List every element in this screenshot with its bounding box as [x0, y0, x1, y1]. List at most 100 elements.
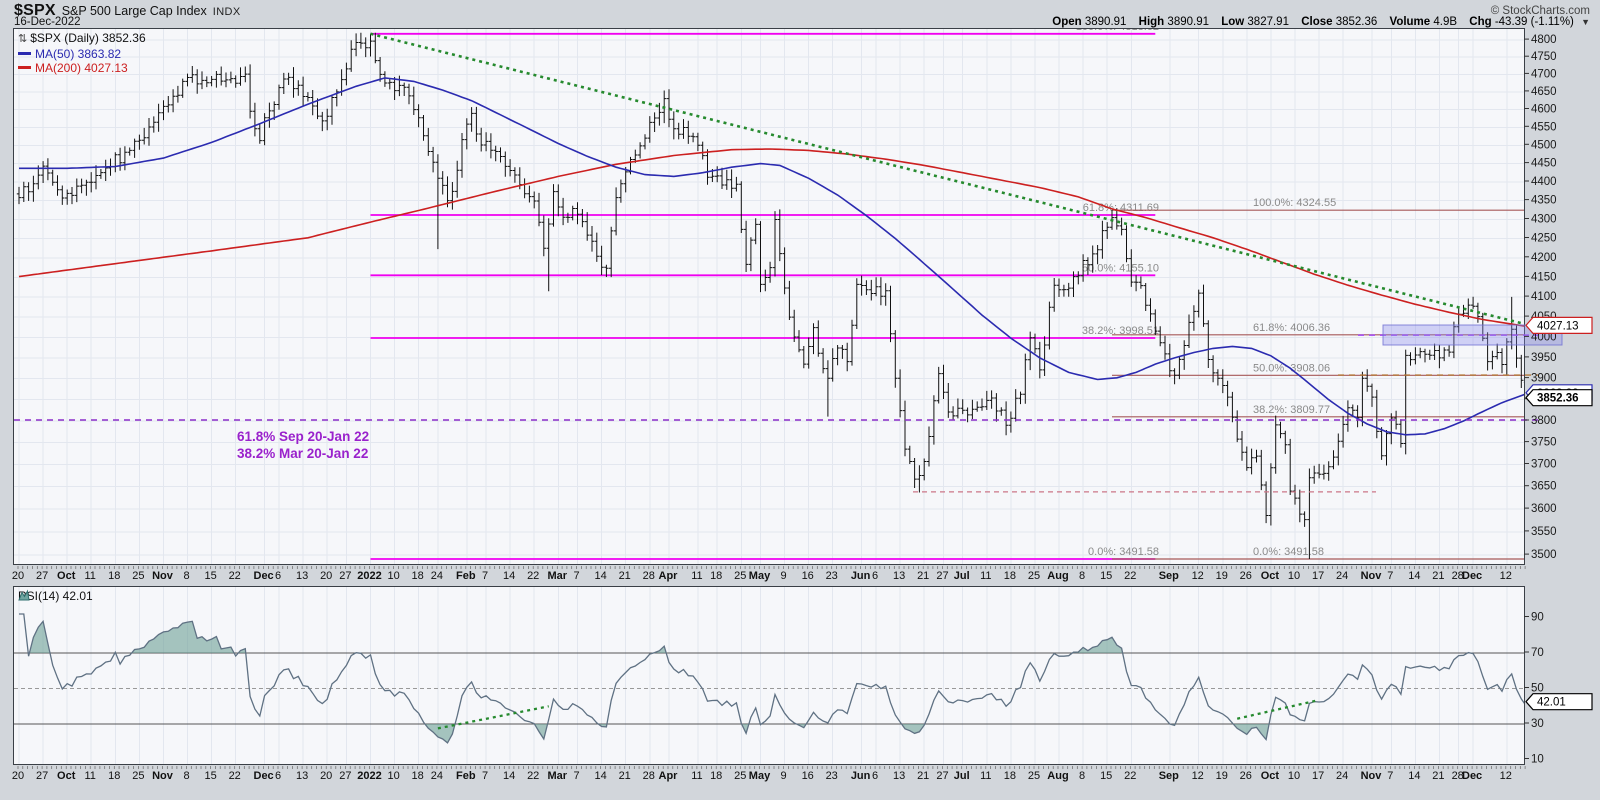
svg-text:Aug: Aug — [1047, 770, 1068, 782]
svg-text:4600: 4600 — [1531, 104, 1557, 116]
svg-text:3500: 3500 — [1531, 549, 1557, 561]
svg-text:Apr: Apr — [659, 770, 679, 782]
svg-text:23: 23 — [826, 770, 838, 782]
svg-text:24: 24 — [431, 770, 443, 782]
svg-text:23: 23 — [826, 570, 838, 582]
svg-text:3650: 3650 — [1531, 481, 1557, 493]
svg-text:14: 14 — [503, 770, 515, 782]
svg-text:19: 19 — [1216, 570, 1228, 582]
svg-text:70: 70 — [1531, 647, 1544, 659]
svg-text:4250: 4250 — [1531, 233, 1557, 245]
svg-text:Aug: Aug — [1047, 570, 1068, 582]
svg-text:Jul: Jul — [954, 770, 970, 782]
svg-text:25: 25 — [734, 770, 746, 782]
svg-text:20: 20 — [320, 570, 332, 582]
svg-text:2022: 2022 — [357, 570, 381, 582]
svg-text:Dec: Dec — [1462, 570, 1482, 582]
svg-text:Sep: Sep — [1159, 570, 1179, 582]
quote-bar: Open 3890.91 High 3890.91 Low 3827.91 Cl… — [1043, 16, 1590, 28]
legend-symbol-row: ⇅ $SPX (Daily) 3852.36 — [18, 31, 146, 47]
svg-text:26: 26 — [1240, 570, 1252, 582]
svg-text:19: 19 — [1216, 770, 1228, 782]
svg-text:4450: 4450 — [1531, 158, 1557, 170]
svg-text:21: 21 — [619, 770, 631, 782]
chg-label: Chg — [1469, 16, 1492, 28]
svg-text:42.01: 42.01 — [1537, 697, 1566, 709]
svg-text:Nov: Nov — [1361, 570, 1383, 582]
svg-text:3900: 3900 — [1531, 373, 1557, 385]
svg-text:10: 10 — [1288, 570, 1300, 582]
svg-text:61.8%: 4006.36: 61.8%: 4006.36 — [1253, 322, 1330, 334]
svg-text:22: 22 — [229, 770, 241, 782]
svg-text:24: 24 — [1336, 770, 1348, 782]
svg-text:14: 14 — [503, 570, 515, 582]
svg-text:14: 14 — [594, 770, 606, 782]
rsi-panel: RSI(14) 42.01 — [13, 586, 1525, 765]
svg-text:Apr: Apr — [659, 570, 679, 582]
svg-text:13: 13 — [296, 570, 308, 582]
svg-text:22: 22 — [527, 570, 539, 582]
svg-text:7: 7 — [1387, 570, 1393, 582]
svg-text:4300: 4300 — [1531, 214, 1557, 226]
svg-text:3850: 3850 — [1531, 394, 1557, 406]
svg-text:24: 24 — [431, 570, 443, 582]
chevron-down-icon[interactable]: ▼ — [1581, 17, 1590, 27]
svg-text:6: 6 — [275, 570, 281, 582]
chg-value: -43.39 (-1.11%) — [1494, 16, 1574, 28]
svg-text:20: 20 — [320, 770, 332, 782]
rsi-area-icon — [18, 589, 30, 601]
svg-text:27: 27 — [339, 770, 351, 782]
svg-text:25: 25 — [132, 570, 144, 582]
price-legend: ⇅ $SPX (Daily) 3852.36 MA(50) 3863.82 MA(… — [18, 31, 146, 76]
svg-text:18: 18 — [411, 570, 423, 582]
svg-text:18: 18 — [411, 770, 423, 782]
svg-text:10: 10 — [1288, 770, 1300, 782]
svg-text:Nov: Nov — [152, 570, 174, 582]
svg-text:May: May — [749, 570, 771, 582]
svg-text:27: 27 — [339, 570, 351, 582]
svg-text:18: 18 — [1004, 770, 1016, 782]
svg-text:Feb: Feb — [456, 770, 476, 782]
svg-text:4400: 4400 — [1531, 176, 1557, 188]
svg-text:50.0%: 4155.10: 50.0%: 4155.10 — [1082, 262, 1159, 274]
rsi-legend-text: RSI(14) 42.01 — [18, 589, 93, 603]
svg-text:4700: 4700 — [1531, 68, 1557, 80]
svg-text:4550: 4550 — [1531, 121, 1557, 133]
svg-text:20: 20 — [12, 570, 24, 582]
svg-text:12: 12 — [1192, 570, 1204, 582]
svg-text:Mar: Mar — [548, 570, 568, 582]
volume-value: 4.9B — [1433, 16, 1458, 28]
low-value: 3827.91 — [1247, 16, 1289, 28]
chart-date: 16-Dec-2022 — [14, 16, 81, 28]
svg-text:Nov: Nov — [152, 770, 174, 782]
svg-text:6: 6 — [275, 770, 281, 782]
svg-text:7: 7 — [573, 770, 579, 782]
svg-text:May: May — [749, 770, 771, 782]
svg-text:Dec: Dec — [254, 570, 274, 582]
volume-label: Volume — [1389, 16, 1431, 28]
svg-text:7: 7 — [482, 570, 488, 582]
svg-text:21: 21 — [1432, 570, 1444, 582]
svg-text:11: 11 — [980, 770, 991, 782]
svg-text:Jun: Jun — [851, 770, 871, 782]
svg-text:Sep: Sep — [1159, 770, 1179, 782]
svg-text:Nov: Nov — [1361, 770, 1383, 782]
svg-text:9: 9 — [781, 770, 787, 782]
svg-text:38.2%: 3809.77: 38.2%: 3809.77 — [1253, 404, 1330, 416]
svg-text:11: 11 — [980, 570, 991, 582]
svg-text:16: 16 — [802, 570, 814, 582]
updown-arrows-icon: ⇅ — [18, 33, 28, 45]
svg-text:Oct: Oct — [57, 770, 76, 782]
svg-text:38.2%: 3998.51: 38.2%: 3998.51 — [1082, 325, 1159, 337]
ma50-color-swatch — [18, 51, 31, 55]
svg-text:28: 28 — [643, 570, 655, 582]
svg-text:14: 14 — [1408, 570, 1420, 582]
svg-text:25: 25 — [1028, 570, 1040, 582]
svg-text:14: 14 — [1408, 770, 1420, 782]
svg-text:3863.82: 3863.82 — [1537, 388, 1579, 400]
svg-text:11: 11 — [84, 770, 95, 782]
svg-text:18: 18 — [108, 770, 120, 782]
svg-text:8: 8 — [183, 570, 189, 582]
svg-text:17: 17 — [1312, 570, 1324, 582]
